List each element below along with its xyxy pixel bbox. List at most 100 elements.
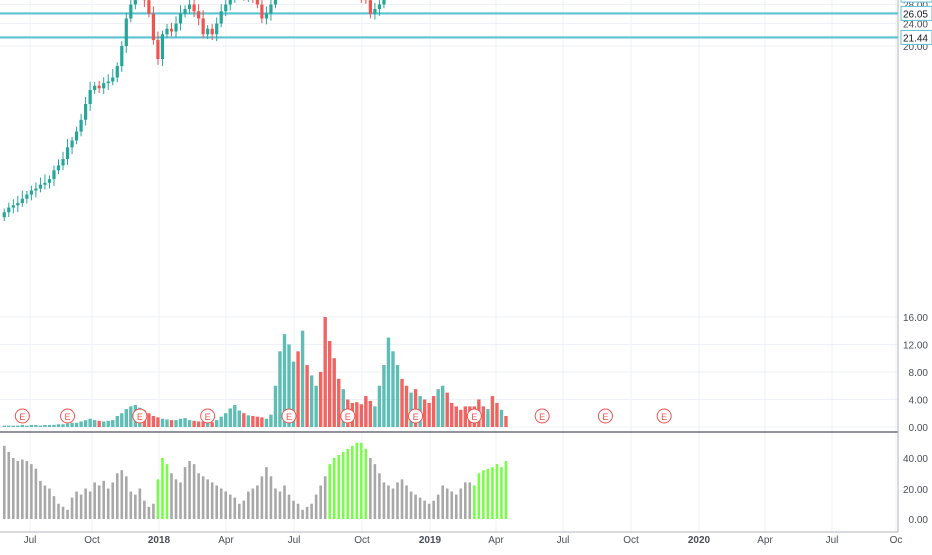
volume-bar — [328, 341, 331, 427]
candle-body[interactable] — [269, 5, 272, 14]
candle-body[interactable] — [206, 29, 209, 34]
candle-body[interactable] — [202, 18, 205, 34]
candle-body[interactable] — [61, 159, 64, 165]
candle-body[interactable] — [256, 0, 259, 5]
candle-body[interactable] — [156, 40, 159, 59]
candle-body[interactable] — [134, 0, 137, 5]
candle-body[interactable] — [111, 77, 114, 81]
candle-body[interactable] — [120, 46, 123, 66]
candle-body[interactable] — [197, 11, 200, 18]
candle-body[interactable] — [70, 141, 73, 148]
candle-body[interactable] — [211, 29, 214, 34]
candle-body[interactable] — [260, 5, 263, 19]
volume-bar — [183, 418, 186, 427]
candle-body[interactable] — [147, 0, 150, 13]
indicator-bar — [224, 492, 227, 519]
volume-bar — [256, 417, 259, 427]
volume-bar — [79, 421, 82, 427]
indicator-bar — [324, 476, 327, 519]
candle-body[interactable] — [369, 0, 372, 13]
volume-bar — [251, 416, 254, 427]
candle-body[interactable] — [179, 14, 182, 24]
candle-body[interactable] — [30, 191, 33, 195]
indicator-bar — [333, 458, 336, 519]
candle-body[interactable] — [7, 208, 10, 213]
volume-bar — [197, 421, 200, 427]
candle-body[interactable] — [52, 170, 55, 179]
candle-body[interactable] — [21, 199, 24, 203]
earnings-marker-label: E — [602, 412, 608, 422]
indicator-bar — [139, 489, 142, 520]
candle-body[interactable] — [116, 66, 119, 77]
candle-body[interactable] — [129, 5, 132, 19]
candle-body[interactable] — [93, 86, 96, 90]
candle-body[interactable] — [125, 18, 128, 46]
volume-bar — [188, 420, 191, 427]
candle-body[interactable] — [3, 212, 6, 217]
earnings-marker-label: E — [19, 412, 25, 422]
candle-body[interactable] — [89, 90, 92, 104]
candle-body[interactable] — [12, 205, 15, 207]
candle-body[interactable] — [373, 9, 376, 14]
candle-body[interactable] — [274, 0, 277, 5]
candle-body[interactable] — [102, 83, 105, 88]
volume-bar — [482, 406, 485, 427]
indicator-bar — [215, 485, 218, 519]
volume-bar — [405, 386, 408, 427]
candle-body[interactable] — [75, 132, 78, 141]
candle-body[interactable] — [229, 0, 232, 5]
candle-body[interactable] — [161, 34, 164, 59]
volume-bar — [116, 416, 119, 427]
candle-body[interactable] — [84, 104, 87, 120]
candle-body[interactable] — [66, 147, 69, 159]
candle-body[interactable] — [152, 14, 155, 40]
candle-body[interactable] — [80, 120, 83, 132]
indicator-bar — [374, 464, 377, 519]
candle-body[interactable] — [382, 0, 385, 5]
candle-body[interactable] — [193, 5, 196, 12]
candle-body[interactable] — [43, 183, 46, 185]
candle-body[interactable] — [265, 14, 268, 19]
candle-body[interactable] — [188, 5, 191, 9]
candle-body[interactable] — [57, 165, 60, 170]
indicator-bar — [220, 489, 223, 520]
candle-body[interactable] — [98, 86, 101, 89]
candle-body[interactable] — [39, 185, 42, 189]
indicator-bar — [337, 455, 340, 519]
indicator-bar — [450, 492, 453, 519]
candle-body[interactable] — [34, 189, 37, 191]
candle-body[interactable] — [165, 29, 168, 34]
volume-bar — [464, 406, 467, 427]
volume-bar — [125, 409, 128, 427]
volume-bar — [147, 413, 150, 427]
indicator-bar — [39, 481, 42, 519]
candle-body[interactable] — [220, 11, 223, 23]
indicator-bar — [306, 507, 309, 519]
candle-body[interactable] — [48, 179, 51, 183]
volume-bar — [102, 421, 105, 427]
volume-bar — [30, 425, 33, 427]
indicator-bar — [478, 473, 481, 519]
indicator-bar — [396, 482, 399, 519]
candle-body[interactable] — [25, 195, 28, 199]
volume-bar — [441, 386, 444, 427]
candle-body[interactable] — [174, 24, 177, 32]
indicator-bar — [161, 458, 164, 519]
candle-body[interactable] — [378, 5, 381, 9]
indicator-bar — [482, 470, 485, 519]
price-tick-label: 8.00 — [909, 368, 929, 379]
candle-body[interactable] — [215, 24, 218, 35]
indicator-bar — [93, 482, 96, 519]
indicator-bar — [44, 485, 47, 519]
candle-body[interactable] — [224, 5, 227, 12]
candle-body[interactable] — [170, 29, 173, 32]
volume-bar — [210, 422, 213, 427]
candle-body[interactable] — [16, 203, 19, 205]
indicator-bar — [505, 461, 508, 519]
candle-body[interactable] — [183, 9, 186, 14]
volume-bar — [97, 421, 100, 427]
candle-body[interactable] — [107, 82, 110, 84]
volume-bar — [301, 331, 304, 427]
